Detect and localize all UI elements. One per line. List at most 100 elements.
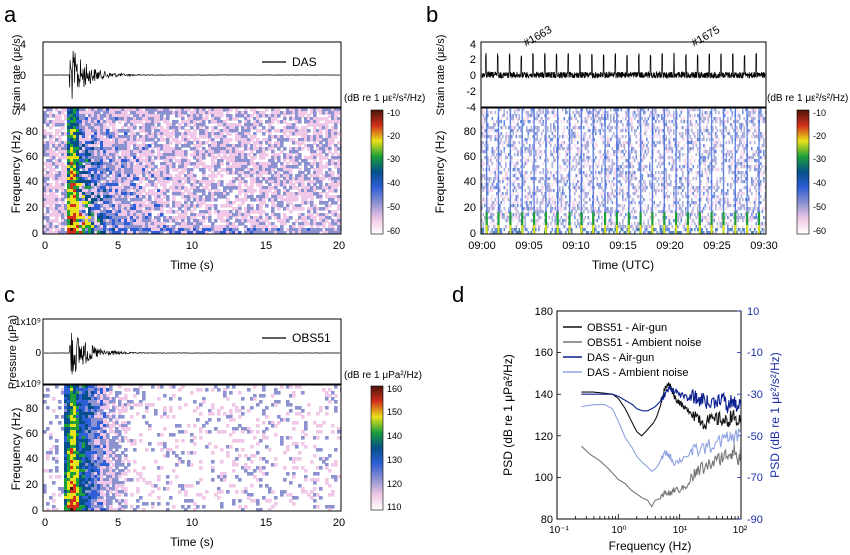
spectrogram-cell: [559, 135, 561, 139]
spectrogram-cell: [566, 177, 569, 181]
spectrogram-cell: [163, 201, 167, 205]
spectrogram-cell: [520, 126, 522, 130]
spectrogram-cell: [328, 210, 332, 214]
spectrogram-cell: [238, 156, 242, 160]
spectrogram-cell: [97, 132, 101, 136]
spectrogram-cell: [313, 141, 317, 145]
spectrogram-cell: [493, 120, 495, 124]
spectrogram-cell: [79, 189, 83, 193]
spectrogram-cell: [157, 225, 161, 229]
spectrogram-cell: [235, 135, 239, 139]
spectrogram-cell: [145, 210, 149, 214]
spectrogram-cell: [491, 195, 494, 199]
spectrogram-cell: [52, 213, 56, 217]
spectrogram-cell: [118, 186, 122, 190]
spectrogram-cell: [539, 204, 542, 208]
spectrogram-cell: [118, 147, 122, 151]
spectrogram-cell: [85, 123, 89, 127]
spectrogram-cell: [247, 174, 251, 178]
spectrogram-cell: [310, 195, 314, 199]
spectrogram-cell: [562, 132, 564, 136]
spectrogram-cell: [196, 159, 200, 163]
spectrogram-cell: [241, 171, 245, 175]
spectrogram-cell: [160, 177, 164, 181]
spectrogram-cell: [310, 219, 314, 223]
spectrogram-cell: [154, 108, 158, 112]
spectrogram-cell: [127, 192, 131, 196]
spectrogram-cell: [488, 189, 491, 193]
spectrogram-cell: [223, 150, 227, 154]
spectrogram-cell: [538, 207, 540, 211]
spectrogram-cell: [256, 114, 260, 118]
spectrogram-cell: [535, 126, 537, 130]
spectrogram-cell: [319, 144, 323, 148]
spectrogram-cell: [46, 147, 50, 151]
spectrogram-cell: [151, 168, 155, 172]
spectrogram-cell: [226, 192, 230, 196]
spectrogram-cell: [562, 159, 564, 163]
spectrogram-cell: [292, 207, 296, 211]
spectrogram-cell: [614, 171, 617, 175]
spectrogram-cell: [575, 225, 578, 229]
spectrogram-cell: [172, 216, 176, 220]
spectrogram-cell: [506, 132, 509, 136]
spectrogram-cell: [503, 120, 506, 124]
spectrogram-cell: [590, 210, 593, 214]
spectrogram-cell: [551, 132, 554, 136]
spectrogram-cell: [46, 153, 50, 157]
spectrogram-cell: [590, 138, 593, 142]
spectrogram-cell: [527, 198, 530, 202]
spectrogram-cell: [148, 138, 152, 142]
spectrogram-cell: [487, 198, 489, 202]
spectrogram-cell: [586, 195, 588, 199]
spectrogram-cell: [584, 132, 587, 136]
spectrogram-cell: [337, 168, 341, 172]
spectrogram-cell: [178, 174, 182, 178]
spectrogram-cell: [139, 180, 143, 184]
spectrogram-cell: [334, 183, 338, 187]
spectrogram-cell: [577, 180, 579, 184]
spectrogram-cell: [235, 213, 239, 217]
spectrogram-cell: [202, 153, 206, 157]
spectrogram-cell: [184, 129, 188, 133]
spectrogram-cell: [61, 213, 65, 217]
spectrogram-cell: [289, 108, 293, 112]
spectrogram-cell: [556, 210, 558, 214]
spectrogram-cell: [271, 117, 275, 121]
spectrogram-cell: [584, 144, 587, 148]
spectrogram-cell: [166, 135, 170, 139]
spectrogram-cell: [79, 198, 83, 202]
spectrogram-cell: [49, 114, 53, 118]
spectrogram-cell: [493, 213, 495, 217]
spectrogram-cell: [247, 138, 251, 142]
spectrogram-cell: [94, 141, 98, 145]
spectrogram-cell: [76, 186, 80, 190]
spectrogram-cell: [139, 117, 143, 121]
spectrogram-cell: [226, 216, 230, 220]
spectrogram-cell: [43, 111, 47, 115]
spectrogram-cell: [593, 207, 596, 211]
spectrogram-cell: [175, 216, 179, 220]
spectrogram-cell: [157, 171, 161, 175]
spectrogram-cell: [133, 153, 137, 157]
spectrogram-cell: [328, 129, 332, 133]
spectrogram-cell: [115, 219, 119, 223]
spectrogram-cell: [73, 162, 77, 166]
spectrogram-cell: [280, 225, 284, 229]
spectrogram-cell: [517, 222, 519, 226]
spectrogram-cell: [271, 108, 275, 112]
spectrogram-cell: [565, 111, 567, 115]
spectrogram-cell: [67, 183, 71, 187]
spectrogram-cell: [482, 162, 485, 166]
spectrogram-cell: [55, 117, 59, 121]
spectrogram-cell: [214, 162, 218, 166]
spectrogram-cell: [493, 126, 495, 130]
spectrogram-cell: [70, 162, 74, 166]
spectrogram-cell: [109, 144, 113, 148]
spectrogram-cell: [148, 132, 152, 136]
spectrogram-cell: [601, 126, 603, 130]
spectrogram-cell: [193, 213, 197, 217]
spectrogram-cell: [109, 180, 113, 184]
spectrogram-cell: [238, 141, 242, 145]
spectrogram-cell: [172, 111, 176, 115]
